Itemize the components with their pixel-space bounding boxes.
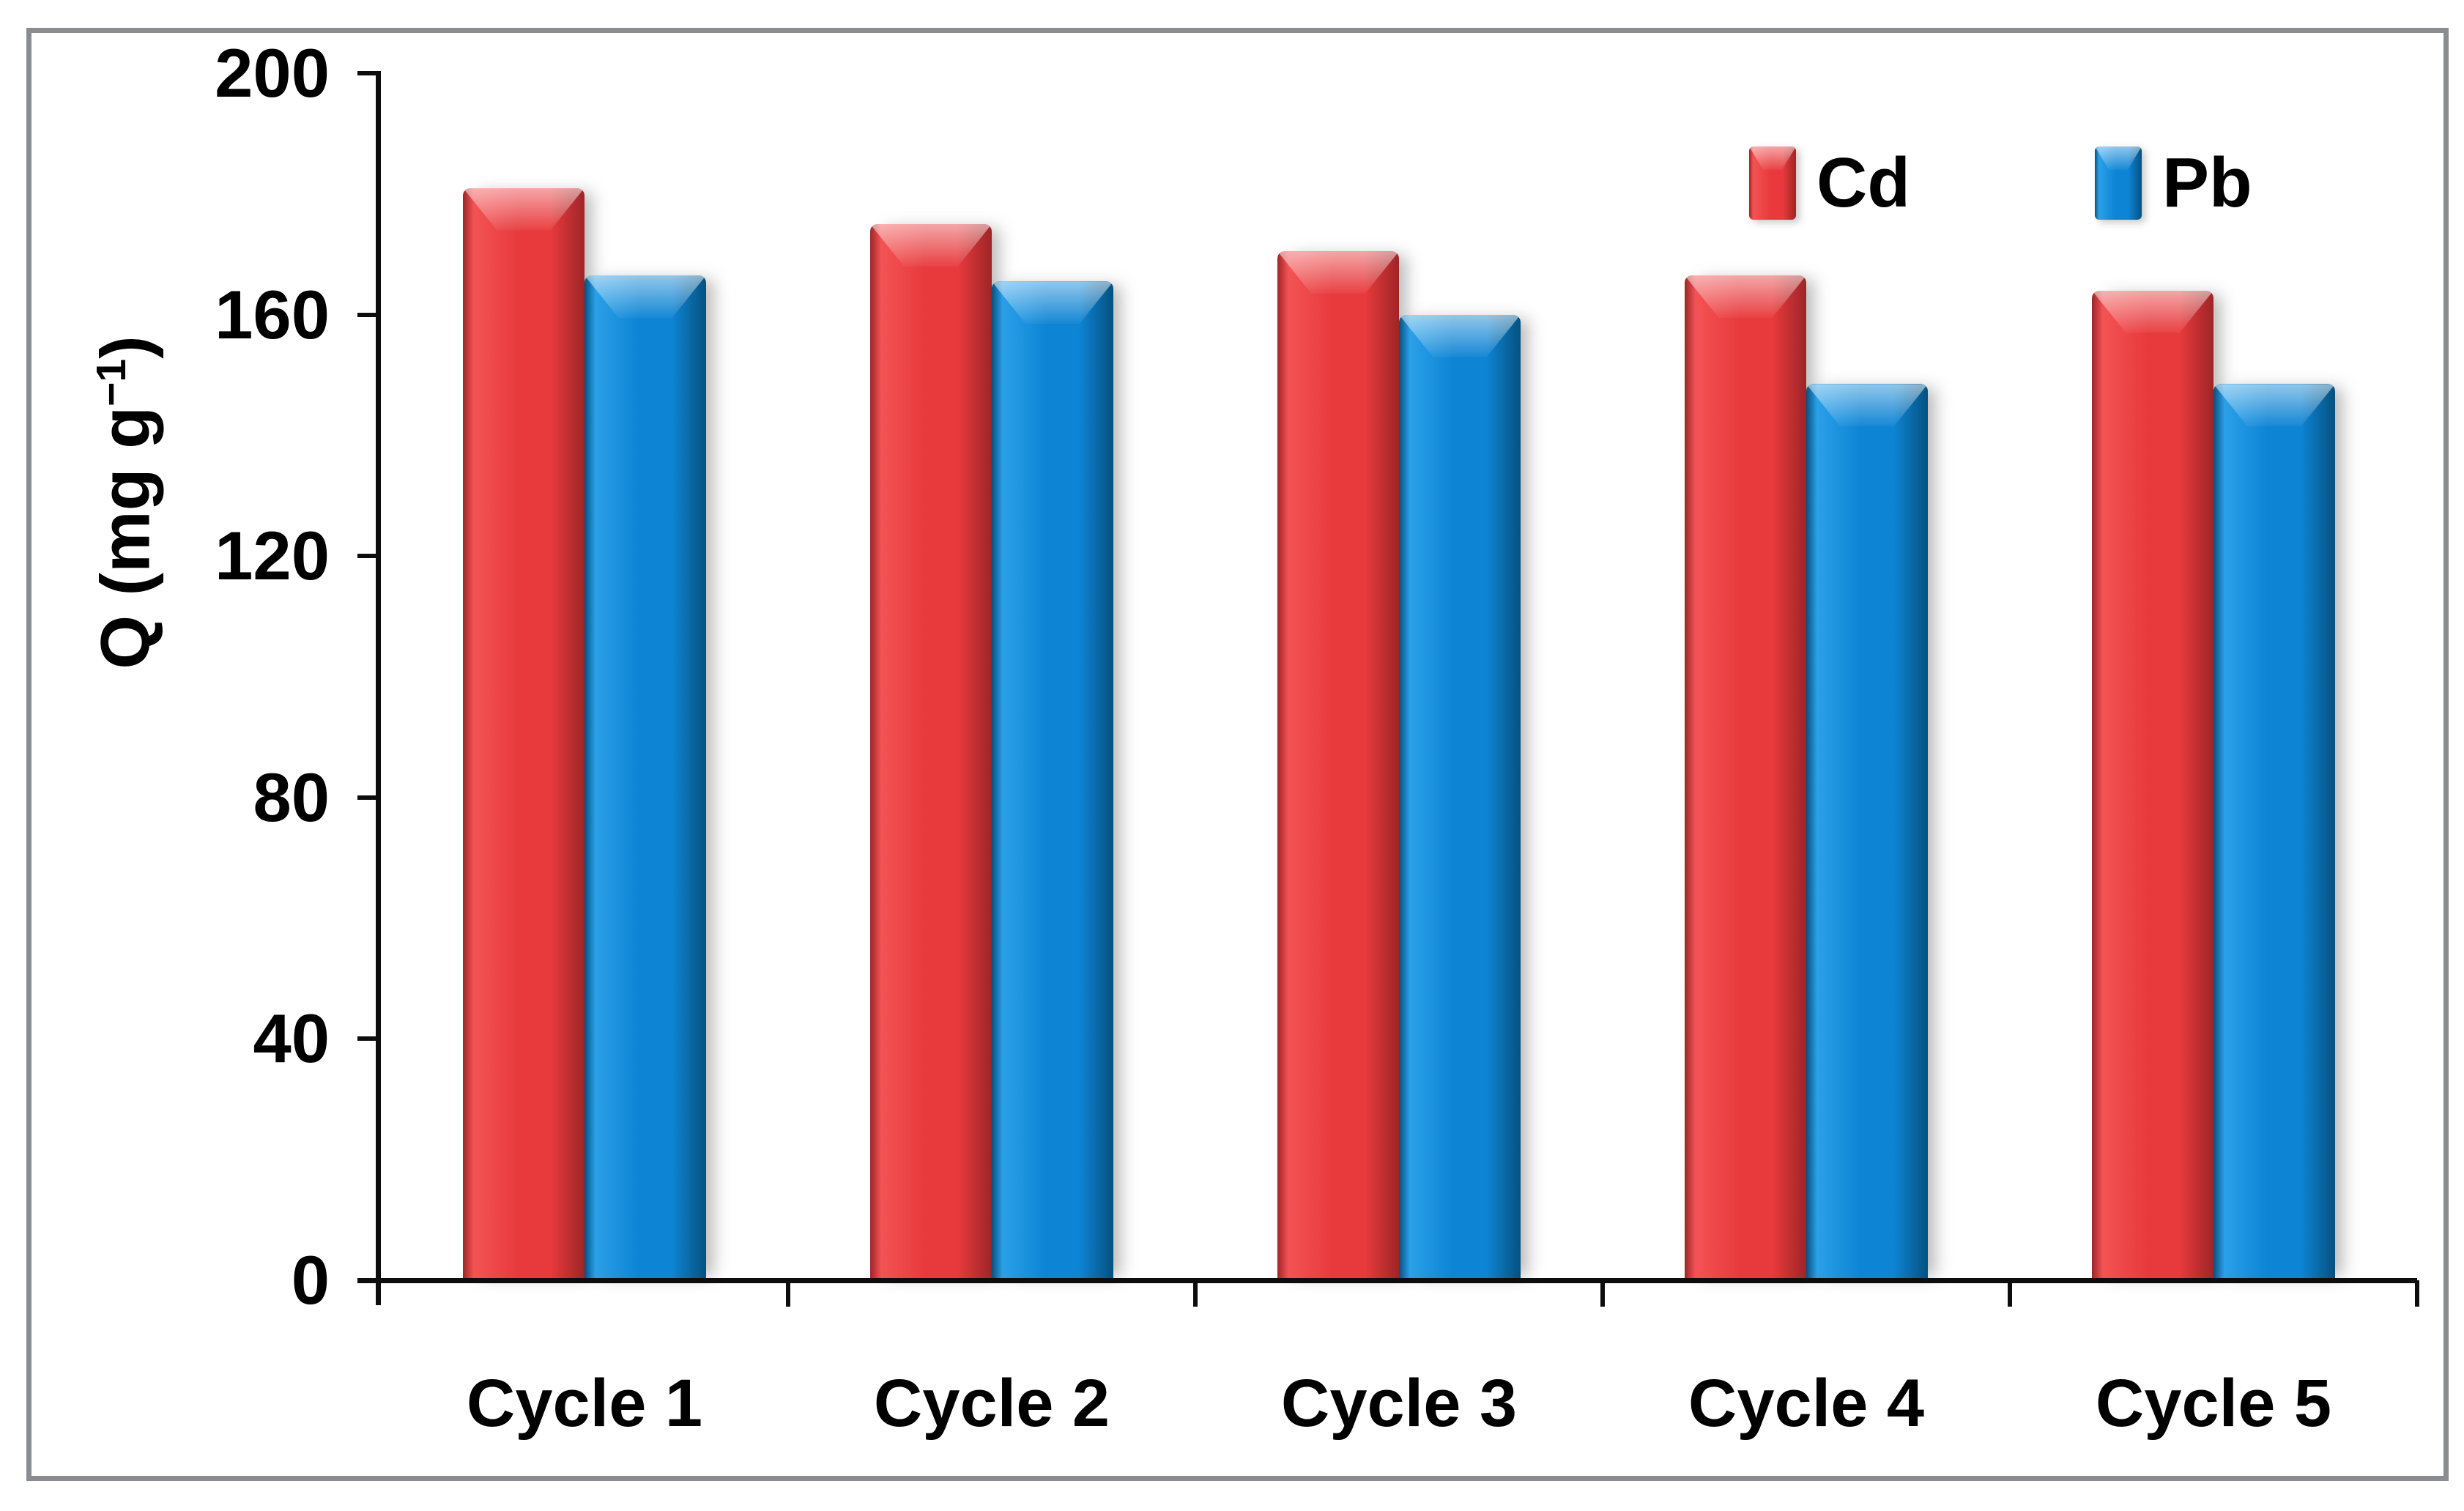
bar-top-bevel [585, 275, 706, 319]
y-tick-40 [357, 1036, 381, 1042]
bar-pb-cycle-2 [992, 281, 1113, 1280]
legend-label-pb: Pb [2161, 144, 2252, 222]
y-tick-label-80: 80 [253, 758, 330, 836]
x-tick-3 [1600, 1280, 1605, 1307]
legend-swatch-cd [1749, 146, 1796, 220]
y-tick-120 [357, 554, 381, 559]
x-tick-1 [786, 1280, 790, 1307]
x-tick-5 [2415, 1280, 2419, 1307]
y-axis-title-superscript: −1 [87, 358, 135, 406]
bar-top-bevel [463, 188, 585, 231]
bar-cd-cycle-4 [1685, 275, 1806, 1280]
y-tick-label-200: 200 [215, 34, 330, 111]
y-axis-title-close: ) [86, 335, 165, 359]
bar-top-bevel [870, 224, 992, 267]
bar-pb-cycle-4 [1806, 384, 1928, 1280]
bar-cd-cycle-3 [1277, 251, 1399, 1280]
legend-label-cd: Cd [1817, 144, 1910, 222]
bar-top-bevel [1399, 314, 1521, 357]
chart-frame [26, 28, 2449, 1481]
bar-top-bevel [1685, 275, 1806, 319]
legend-item-cd: Cd [1749, 146, 1910, 220]
y-axis-title-base: Q (mg g [86, 406, 165, 669]
y-tick-160 [357, 312, 381, 317]
bar-top-bevel [2092, 290, 2213, 333]
x-tick-4 [2008, 1280, 2012, 1307]
bar-top-bevel [992, 281, 1113, 324]
legend-swatch-bevel [2094, 146, 2142, 170]
x-tick-2 [1193, 1280, 1198, 1307]
x-category-label-1: Cycle 1 [466, 1366, 703, 1441]
bar-cd-cycle-5 [2092, 290, 2213, 1280]
y-tick-label-0: 0 [291, 1241, 330, 1318]
x-category-label-2: Cycle 2 [873, 1366, 1110, 1441]
y-axis-title-text: Q (mg g−1) [86, 335, 166, 669]
legend: Cd Pb [1749, 146, 2252, 220]
bar-cd-cycle-1 [463, 188, 585, 1280]
bar-top-bevel [1806, 384, 1928, 427]
x-category-label-3: Cycle 3 [1280, 1366, 1518, 1441]
x-category-label-5: Cycle 5 [2095, 1366, 2332, 1441]
y-tick-label-160: 160 [215, 275, 330, 353]
x-axis [357, 1278, 2417, 1283]
y-tick-200 [357, 71, 381, 75]
bar-pb-cycle-1 [585, 275, 706, 1280]
y-tick-80 [357, 795, 381, 800]
y-tick-0 [357, 1278, 381, 1282]
legend-swatch-pb [2094, 146, 2142, 220]
y-axis [376, 72, 381, 1305]
legend-item-pb: Pb [2094, 144, 2252, 222]
bar-top-bevel [1277, 251, 1399, 294]
bar-pb-cycle-5 [2213, 384, 2335, 1280]
y-tick-label-120: 120 [215, 517, 330, 595]
x-category-label-4: Cycle 4 [1688, 1366, 1925, 1441]
bar-top-bevel [2213, 384, 2335, 427]
bar-pb-cycle-3 [1399, 314, 1521, 1280]
bar-cd-cycle-2 [870, 224, 992, 1280]
legend-swatch-bevel [1749, 146, 1796, 170]
y-tick-label-40: 40 [253, 1000, 330, 1077]
